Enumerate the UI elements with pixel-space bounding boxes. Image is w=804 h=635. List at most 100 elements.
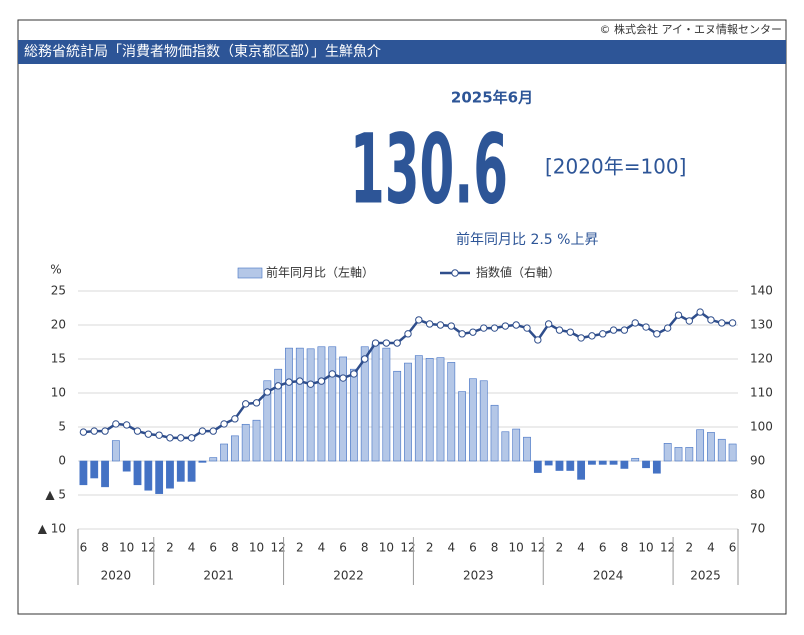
x-tick-label: 12 xyxy=(141,541,156,555)
bar xyxy=(598,460,607,465)
bar xyxy=(544,460,553,466)
bar xyxy=(566,460,575,471)
copyright: © 株式会社 アイ・エヌ情報センター xyxy=(600,22,782,36)
legend-swatch xyxy=(451,269,459,277)
bar xyxy=(263,380,272,462)
bar xyxy=(609,460,618,465)
marker xyxy=(577,334,585,342)
bar xyxy=(79,460,88,486)
marker xyxy=(620,326,629,334)
y-tick-label: 0 xyxy=(58,454,66,468)
x-tick-label: 6 xyxy=(209,541,217,555)
bar xyxy=(620,460,629,469)
x-tick-label: 2 xyxy=(296,541,304,555)
legend-swatch xyxy=(237,267,263,279)
y2-tick-label: 140 xyxy=(750,284,773,298)
marker xyxy=(599,330,607,338)
bar xyxy=(306,348,315,462)
bar xyxy=(176,460,185,482)
marker xyxy=(133,427,142,435)
x-tick-label: 6 xyxy=(599,541,607,555)
x-tick-label: 12 xyxy=(271,541,286,555)
y2-tick-label: 110 xyxy=(750,386,773,400)
bar xyxy=(469,378,477,462)
x-tick-label: 10 xyxy=(379,541,394,555)
marker xyxy=(501,322,510,330)
marker xyxy=(469,328,477,336)
x-group-label: 2024 xyxy=(593,569,624,583)
marker xyxy=(480,324,488,332)
x-tick-label: 12 xyxy=(660,541,675,555)
marker xyxy=(317,377,326,385)
marker xyxy=(296,377,304,385)
x-tick-label: 10 xyxy=(249,541,264,555)
bar xyxy=(490,404,499,462)
marker xyxy=(371,339,380,347)
bar xyxy=(90,460,99,479)
bar xyxy=(404,362,412,462)
marker xyxy=(566,328,574,336)
x-tick-label: 10 xyxy=(119,541,134,555)
marker xyxy=(436,321,445,329)
bar xyxy=(317,346,326,462)
bar xyxy=(230,435,239,462)
marker xyxy=(263,388,272,396)
bar xyxy=(371,343,380,462)
x-tick-label: 4 xyxy=(188,541,196,555)
marker xyxy=(339,374,347,382)
x-tick-label: 8 xyxy=(621,541,629,555)
y-tick-label: 5 xyxy=(58,420,66,434)
marker xyxy=(144,430,153,438)
bar xyxy=(220,443,228,462)
x-group-label: 2022 xyxy=(333,569,364,583)
marker xyxy=(534,336,542,344)
y-tick-label: 20 xyxy=(51,318,66,332)
y-tick-label: 10 xyxy=(51,386,66,400)
bar xyxy=(328,346,337,462)
marker xyxy=(350,370,358,378)
bar xyxy=(696,429,705,462)
bar xyxy=(252,419,261,462)
marker xyxy=(425,320,434,328)
marker xyxy=(112,420,120,428)
bar xyxy=(209,457,218,462)
x-tick-label: 4 xyxy=(577,541,585,555)
marker xyxy=(166,434,174,442)
x-tick-label: 6 xyxy=(339,541,347,555)
marker xyxy=(274,382,282,390)
marker xyxy=(555,326,564,334)
bar xyxy=(274,368,283,462)
y2-tick-label: 100 xyxy=(750,420,773,434)
x-group-label: 2021 xyxy=(203,569,234,583)
x-tick-label: 2 xyxy=(685,541,693,555)
base-note: [2020年=100] xyxy=(545,155,686,179)
x-tick-label: 8 xyxy=(231,541,239,555)
marker xyxy=(231,415,239,423)
x-tick-label: 12 xyxy=(530,541,545,555)
bar xyxy=(111,440,120,462)
bar xyxy=(523,436,531,462)
marker xyxy=(685,317,694,325)
marker xyxy=(393,339,401,347)
marker xyxy=(220,420,228,428)
marker xyxy=(696,308,704,316)
bar xyxy=(393,370,402,462)
bar xyxy=(295,347,304,462)
marker xyxy=(544,320,553,328)
bar xyxy=(674,447,683,462)
marker xyxy=(285,378,293,386)
x-tick-label: 6 xyxy=(469,541,477,555)
bar xyxy=(577,460,586,480)
marker xyxy=(187,434,196,442)
bar xyxy=(588,460,596,465)
marker xyxy=(404,330,412,338)
marker xyxy=(707,316,715,324)
marker xyxy=(490,324,499,332)
legend-label: 指数値（右軸） xyxy=(476,265,560,280)
marker xyxy=(674,311,683,319)
marker xyxy=(177,434,185,442)
marker xyxy=(209,427,217,435)
marker xyxy=(252,399,261,407)
marker xyxy=(718,319,726,327)
